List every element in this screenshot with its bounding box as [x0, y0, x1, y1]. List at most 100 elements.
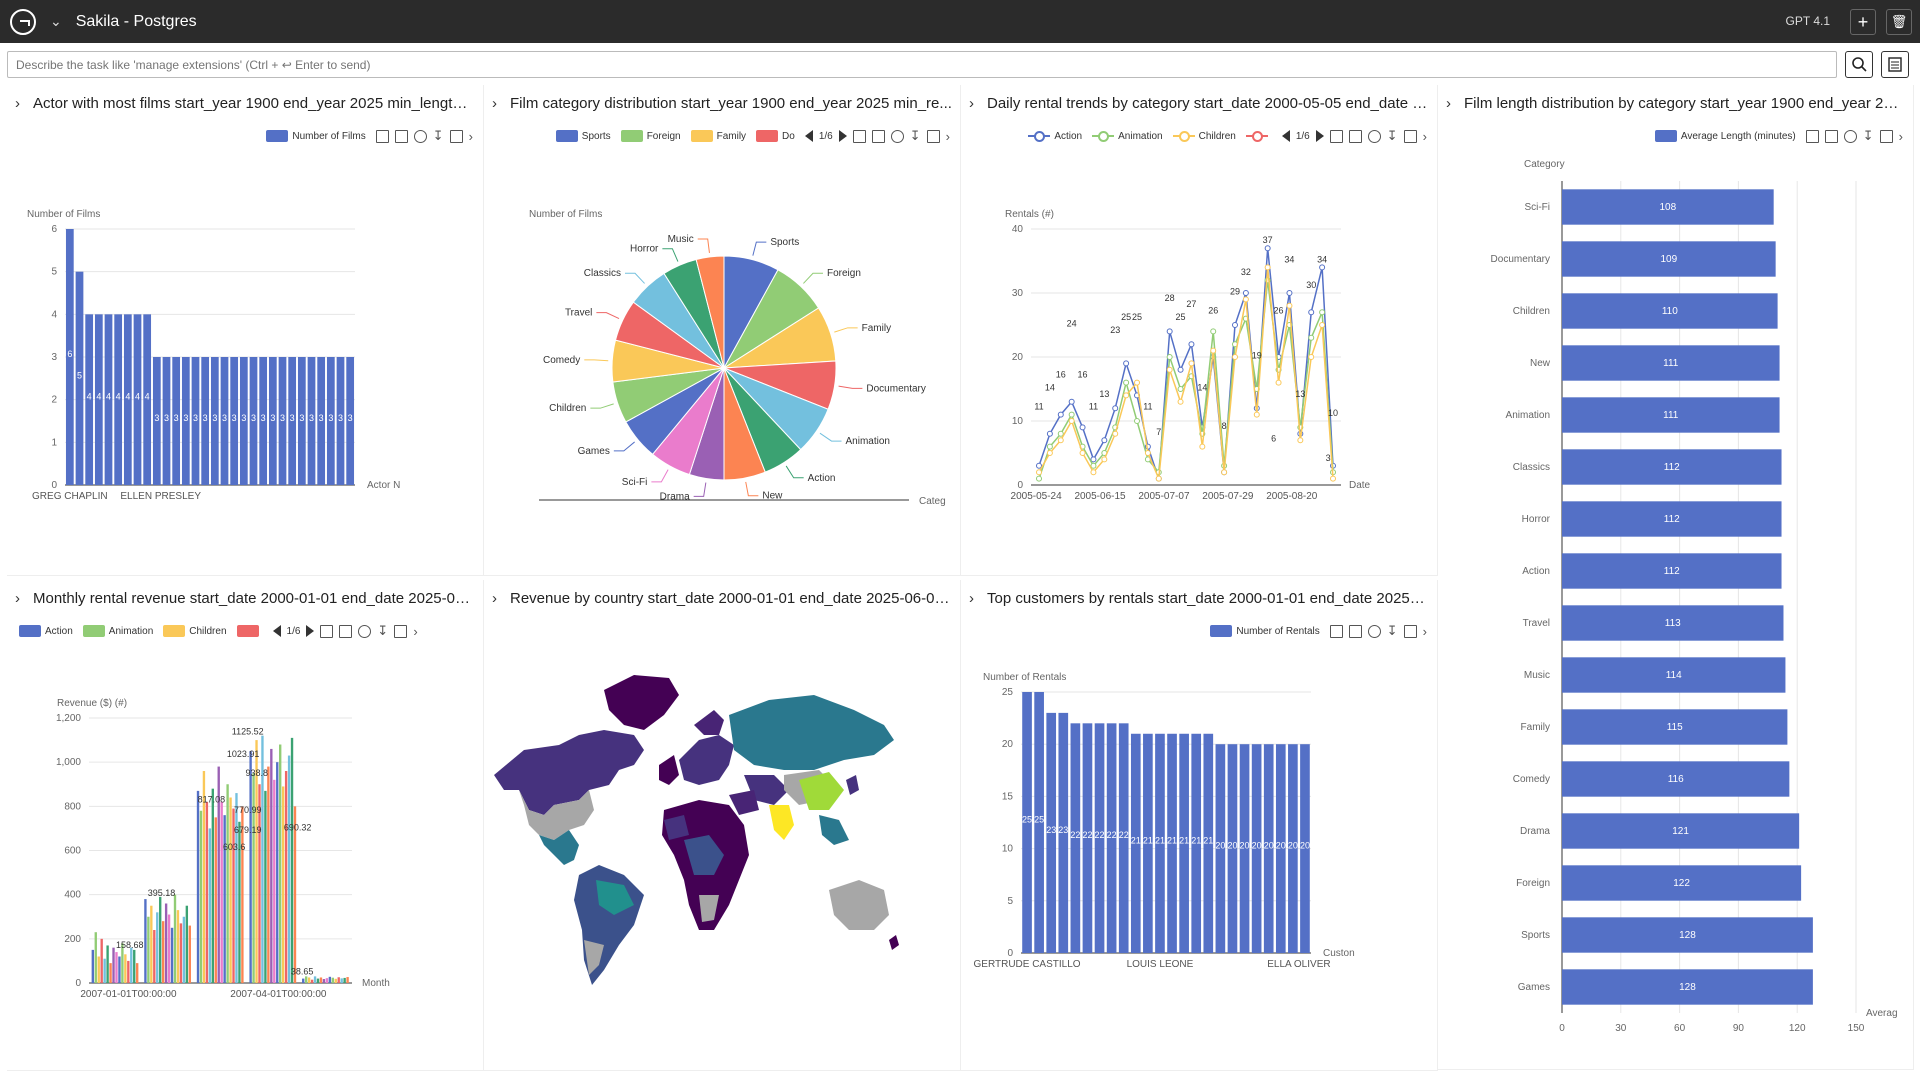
task-input[interactable] — [8, 52, 1836, 77]
list-button[interactable] — [1881, 51, 1909, 78]
point-label: 14 — [1197, 382, 1207, 392]
zoom-icon[interactable] — [1329, 129, 1343, 143]
chevron-right-icon[interactable]: › — [1898, 128, 1903, 144]
chevron-right-icon[interactable]: › — [15, 95, 20, 112]
zoom-icon[interactable] — [320, 624, 334, 638]
point-label: 28 — [1165, 293, 1175, 303]
panel-film-length: › Film length distribution by category st… — [1438, 85, 1914, 1070]
chevron-right-icon[interactable]: › — [468, 128, 473, 144]
zoom-icon[interactable] — [1805, 129, 1819, 143]
download-icon[interactable]: ↧ — [1386, 128, 1398, 143]
chart-toolbar: Number of Films ↧ › — [266, 127, 473, 145]
y-tick-label: Horror — [1522, 514, 1551, 525]
panel-title[interactable]: › Actor with most films start_year 1900 e… — [15, 95, 475, 112]
table-icon[interactable] — [926, 129, 940, 143]
bar — [297, 357, 306, 485]
panel-title[interactable]: › Daily rental trends by category start_d… — [969, 95, 1429, 112]
bar — [201, 357, 210, 485]
legend-item[interactable]: Foreign — [620, 130, 681, 142]
bar-label: 116 — [1668, 774, 1684, 785]
panel-title[interactable]: › Film length distribution by category st… — [1446, 95, 1906, 112]
legend-item[interactable]: Animation — [82, 625, 153, 637]
panel-title[interactable]: › Monthly rental revenue start_date 2000-… — [15, 590, 475, 607]
search-button[interactable] — [1845, 51, 1873, 78]
bar — [264, 790, 267, 983]
trash-icon[interactable]: 🗑 — [1886, 9, 1912, 35]
chevron-right-icon[interactable]: › — [945, 128, 950, 144]
legend-item[interactable]: Children — [1172, 130, 1236, 142]
legend-item[interactable]: Action — [19, 625, 73, 637]
chart-category-pie: Number of Films Categ Sports Foreign Family D… — [529, 209, 946, 507]
refresh-icon[interactable] — [1367, 129, 1381, 143]
legend-item[interactable]: Number of Films — [266, 130, 366, 142]
refresh-icon[interactable] — [1843, 129, 1857, 143]
data-point — [1166, 366, 1173, 373]
legend-prev-icon[interactable] — [804, 130, 813, 142]
legend-label: Action — [45, 625, 73, 637]
download-icon[interactable]: ↧ — [1386, 623, 1398, 638]
data-point — [1155, 475, 1162, 482]
download-icon[interactable]: ↧ — [909, 128, 921, 143]
zoom-reset-icon[interactable] — [871, 129, 885, 143]
legend-item[interactable]: Children — [163, 625, 227, 637]
zoom-reset-icon[interactable] — [1348, 624, 1362, 638]
chevron-right-icon[interactable]: › — [1446, 95, 1451, 112]
chevron-down-icon[interactable]: ⌄ — [50, 13, 62, 29]
legend-item[interactable]: Animation — [1092, 130, 1163, 142]
table-icon[interactable] — [1403, 624, 1417, 638]
refresh-icon[interactable] — [1367, 624, 1381, 638]
zoom-reset-icon[interactable] — [339, 624, 353, 638]
chevron-right-icon[interactable]: › — [969, 95, 974, 112]
refresh-icon[interactable] — [413, 129, 427, 143]
legend-item[interactable]: Action — [1028, 130, 1082, 142]
legend-item[interactable] — [236, 625, 263, 637]
table-icon[interactable] — [449, 129, 463, 143]
legend-item[interactable]: Sports — [555, 130, 611, 142]
legend-next-icon[interactable] — [1315, 130, 1324, 142]
bar — [104, 314, 113, 485]
world-map[interactable] — [484, 640, 954, 1060]
chevron-right-icon[interactable]: › — [969, 590, 974, 607]
panel-title[interactable]: › Revenue by country start_date 2000-01-0… — [492, 590, 952, 607]
zoom-reset-icon[interactable] — [1824, 129, 1838, 143]
legend-next-icon[interactable] — [306, 625, 315, 637]
bar — [287, 755, 291, 983]
chevron-right-icon[interactable]: › — [15, 590, 20, 607]
legend-item[interactable]: Family — [690, 130, 746, 142]
legend-item[interactable]: Average Length (minutes) — [1654, 130, 1796, 142]
bar-label: 1125.52 — [232, 727, 264, 737]
refresh-icon[interactable] — [890, 129, 904, 143]
download-icon[interactable]: ↧ — [432, 128, 444, 143]
zoom-reset-icon[interactable] — [1348, 129, 1362, 143]
zoom-icon[interactable] — [852, 129, 866, 143]
table-icon[interactable] — [1879, 129, 1893, 143]
download-icon[interactable]: ↧ — [377, 623, 389, 638]
app-logo-icon[interactable] — [10, 8, 36, 35]
zoom-reset-icon[interactable] — [394, 129, 408, 143]
chevron-right-icon[interactable]: › — [492, 590, 497, 607]
table-icon[interactable] — [1403, 129, 1417, 143]
download-icon[interactable]: ↧ — [1862, 128, 1874, 143]
legend-next-icon[interactable] — [838, 130, 847, 142]
chevron-right-icon[interactable]: › — [492, 95, 497, 112]
legend-item[interactable]: Do — [756, 130, 795, 142]
y-tick-label: 5 — [1007, 896, 1013, 907]
point-label: 13 — [1099, 389, 1109, 399]
zoom-icon[interactable] — [375, 129, 389, 143]
chevron-right-icon[interactable]: › — [1422, 623, 1427, 639]
legend-item[interactable]: Number of Rentals — [1210, 625, 1320, 637]
legend-prev-icon[interactable] — [272, 625, 281, 637]
refresh-icon[interactable] — [358, 624, 372, 638]
zoom-icon[interactable] — [1329, 624, 1343, 638]
panel-title[interactable]: › Film category distribution start_year 1… — [492, 95, 952, 112]
bar — [159, 896, 162, 983]
legend-item[interactable] — [1245, 130, 1272, 142]
chevron-right-icon[interactable]: › — [413, 623, 418, 639]
panel-title[interactable]: › Top customers by rentals start_date 200… — [969, 590, 1429, 607]
legend-swatch — [1028, 130, 1051, 142]
add-button[interactable]: + — [1850, 9, 1876, 35]
legend-prev-icon[interactable] — [1281, 130, 1290, 142]
chevron-right-icon[interactable]: › — [1422, 128, 1427, 144]
model-label[interactable]: GPT 4.1 — [1785, 14, 1830, 28]
table-icon[interactable] — [394, 624, 408, 638]
